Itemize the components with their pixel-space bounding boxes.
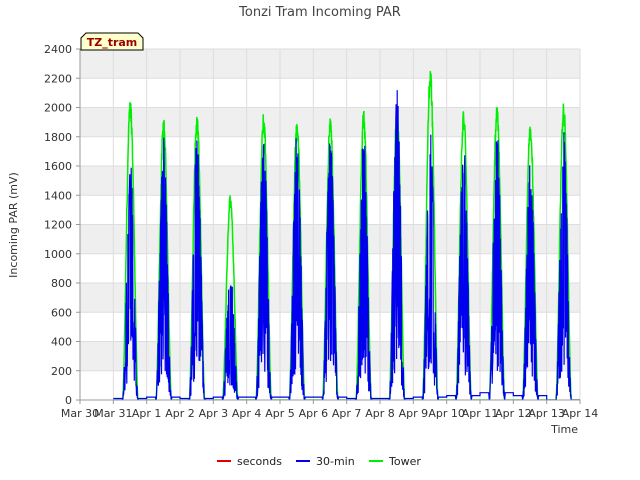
y-tick-label: 1400 [44,189,72,202]
x-tick-label: Mar 31 [94,407,132,420]
legend-label-seconds: seconds [237,455,282,468]
x-tick-label: Apr 2 [165,407,195,420]
tz-tram-badge-label: TZ_tram [87,36,138,49]
x-tick-label: Apr 4 [232,407,262,420]
x-tick-label: Apr 3 [199,407,229,420]
x-axis-title: Time [550,423,578,436]
y-tick-label: 2000 [44,102,72,115]
chart-title: Tonzi Tram Incoming PAR [238,5,401,20]
x-tick-label: Apr 11 [462,407,499,420]
series-line-30-min [113,90,580,400]
y-tick-label: 800 [51,277,72,290]
y-tick-label: 400 [51,336,72,349]
x-tick-label: Apr 7 [332,407,362,420]
y-tick-label: 1000 [44,248,72,261]
y-tick-label: 2400 [44,43,72,56]
x-tick-label: Apr 5 [265,407,295,420]
x-tick-label: Mar 30 [61,407,99,420]
x-tick-label: Apr 13 [528,407,565,420]
x-tick-label: Apr 8 [365,407,395,420]
y-ticks: 0 200 400 600 800 1000 1200 1400 1600 1800 2000 220… [44,43,80,407]
y-tick-label: 1800 [44,131,72,144]
series-layer [113,71,580,400]
grid-band [80,49,580,79]
x-tick-label: Apr 9 [399,407,429,420]
legend: seconds 30-min Tower [217,455,421,468]
y-axis-title: Incoming PAR (mV) [7,172,20,278]
tz-tram-badge: TZ_tram [80,32,144,51]
x-tick-label: Apr 12 [495,407,532,420]
y-tick-label: 0 [65,394,72,407]
y-tick-label: 2200 [44,72,72,85]
y-tick-label: 1200 [44,219,72,232]
x-tick-label: Apr 14 [562,407,599,420]
legend-label-30-min: 30-min [316,455,355,468]
y-tick-label: 600 [51,306,72,319]
y-tick-label: 1600 [44,160,72,173]
series-line-tower [113,71,580,400]
legend-label-tower: Tower [388,455,421,468]
x-tick-label: Apr 6 [299,407,329,420]
x-tick-label: Apr 1 [132,407,162,420]
y-tick-label: 200 [51,365,72,378]
x-tick-label: Apr 10 [428,407,465,420]
